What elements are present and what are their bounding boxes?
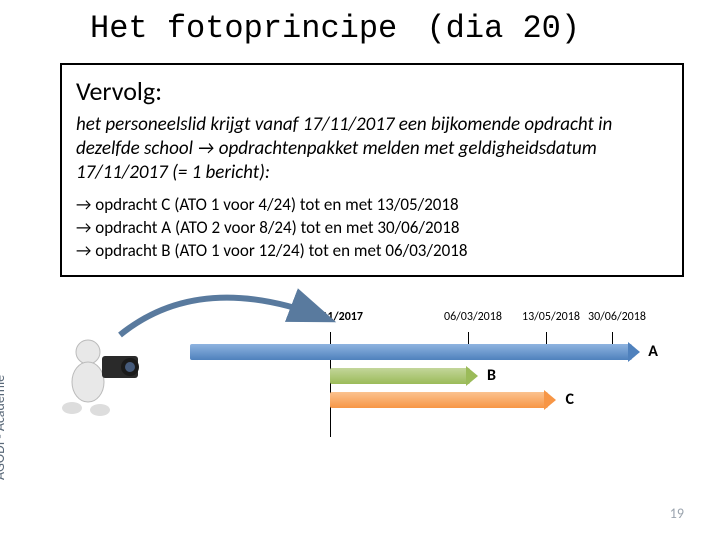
date-label: 06/03/2018 bbox=[444, 310, 502, 324]
bullet-item: opdracht C (ATO 1 voor 4/24) tot en met … bbox=[76, 194, 668, 217]
sidebar-label: AGODI - Academie bbox=[0, 375, 8, 480]
arrowhead-icon bbox=[466, 366, 478, 386]
section-heading: Vervolg: bbox=[76, 75, 668, 107]
bar-a: A bbox=[190, 344, 632, 360]
bar-b: B bbox=[330, 368, 470, 384]
timeline-bars: A B C bbox=[60, 344, 684, 408]
date-label: 17/11/2017 bbox=[304, 310, 363, 324]
arrowhead-icon bbox=[544, 390, 556, 410]
arrowhead-icon bbox=[628, 342, 640, 362]
bar-c: C bbox=[330, 392, 548, 408]
title-main: Het fotoprincipe bbox=[90, 10, 397, 47]
date-label: 30/06/2018 bbox=[588, 310, 646, 324]
bar-label: A bbox=[648, 342, 658, 361]
photographer-icon bbox=[60, 330, 150, 420]
bar-label: B bbox=[487, 366, 496, 385]
bar-label: C bbox=[566, 390, 574, 409]
timeline-ticks bbox=[60, 332, 684, 340]
timeline-dates: 17/11/2017 06/03/2018 13/05/2018 30/06/2… bbox=[60, 310, 684, 332]
box-paragraph: het personeelslid krijgt vanaf 17/11/201… bbox=[76, 113, 668, 184]
bullet-item: opdracht A (ATO 2 voor 8/24) tot en met … bbox=[76, 217, 668, 240]
date-label: 13/05/2018 bbox=[522, 310, 580, 324]
timeline: 17/11/2017 06/03/2018 13/05/2018 30/06/2… bbox=[60, 310, 684, 416]
content-box: Vervolg: het personeelslid krijgt vanaf … bbox=[60, 63, 684, 277]
slide-title: Het fotoprincipe (dia 20) bbox=[0, 0, 720, 53]
bullet-item: opdracht B (ATO 1 voor 12/24) tot en met… bbox=[76, 240, 668, 263]
page-number: 19 bbox=[670, 505, 684, 522]
title-sub: (dia 20) bbox=[426, 10, 580, 47]
bullet-list: opdracht C (ATO 1 voor 4/24) tot en met … bbox=[76, 194, 668, 263]
